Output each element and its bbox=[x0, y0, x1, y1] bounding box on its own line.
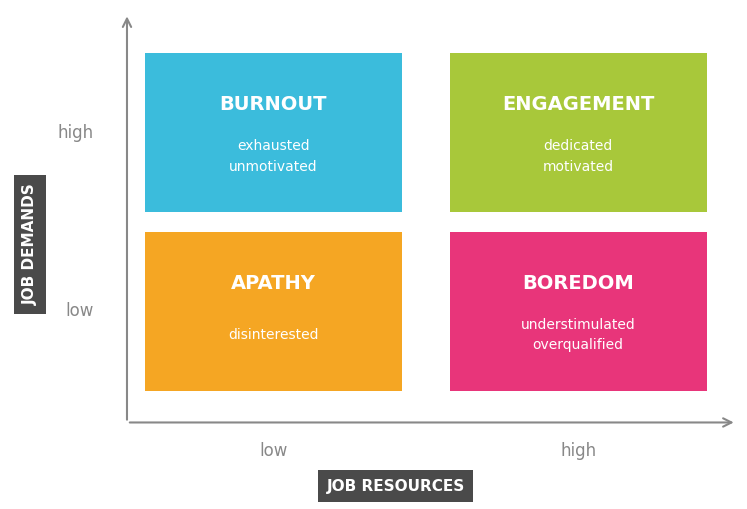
Text: low: low bbox=[259, 442, 288, 460]
Text: high: high bbox=[58, 124, 94, 142]
FancyBboxPatch shape bbox=[450, 53, 707, 212]
Text: disinterested: disinterested bbox=[228, 328, 319, 342]
Text: BURNOUT: BURNOUT bbox=[220, 95, 327, 115]
Text: low: low bbox=[66, 302, 94, 320]
Text: high: high bbox=[560, 442, 596, 460]
FancyBboxPatch shape bbox=[145, 53, 402, 212]
Text: JOB RESOURCES: JOB RESOURCES bbox=[326, 478, 465, 494]
Text: BOREDOM: BOREDOM bbox=[522, 274, 634, 293]
Text: dedicated
motivated: dedicated motivated bbox=[542, 139, 614, 174]
FancyBboxPatch shape bbox=[450, 232, 707, 391]
Text: APATHY: APATHY bbox=[231, 274, 316, 293]
Text: ENGAGEMENT: ENGAGEMENT bbox=[502, 95, 654, 115]
Text: understimulated
overqualified: understimulated overqualified bbox=[521, 318, 636, 352]
Text: exhausted
unmotivated: exhausted unmotivated bbox=[229, 139, 317, 174]
FancyBboxPatch shape bbox=[145, 232, 402, 391]
Text: JOB DEMANDS: JOB DEMANDS bbox=[22, 183, 37, 305]
